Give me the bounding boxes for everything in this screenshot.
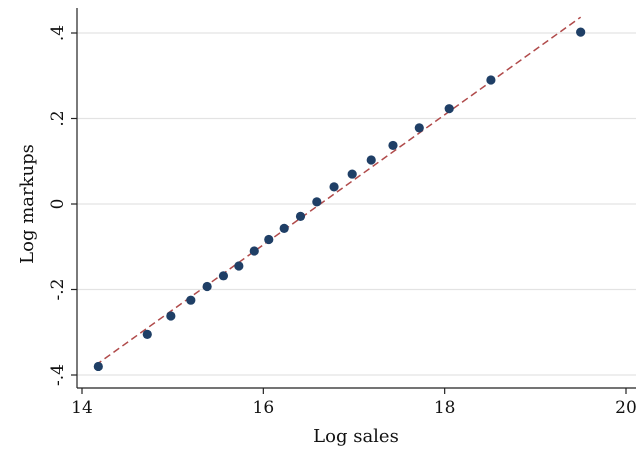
data-point: [388, 140, 398, 151]
data-point: [347, 169, 357, 179]
x-tick-label: 16: [253, 398, 275, 418]
data-point: [444, 104, 454, 114]
data-point: [234, 261, 244, 271]
x-tick-label: 20: [615, 398, 636, 418]
data-point: [329, 182, 339, 192]
data-point: [218, 271, 229, 281]
x-tick-label: 14: [71, 398, 93, 418]
y-tick-label: .2: [48, 110, 68, 126]
data-point: [202, 281, 212, 292]
y-tick-label: .4: [48, 25, 68, 41]
y-axis-title: Log markups: [17, 144, 38, 264]
axes: [76, 8, 636, 389]
x-tick-label: 18: [434, 398, 456, 418]
fit-line-group: [95, 16, 582, 366]
data-point: [93, 361, 103, 372]
x-axis-title: Log sales: [313, 426, 399, 447]
data-point: [576, 27, 586, 37]
data-point: [279, 223, 289, 233]
data-point: [186, 295, 196, 305]
fit-line: [95, 16, 582, 366]
data-point: [264, 234, 274, 245]
y-tick-label: 0: [48, 199, 68, 210]
data-point: [142, 329, 152, 339]
tick-marks: -.4 -.2 0 .2 .4 14 16 18 20: [48, 25, 636, 418]
y-tick-label: -.4: [48, 364, 68, 386]
data-point: [312, 197, 322, 207]
data-point: [366, 155, 376, 165]
data-point: [249, 246, 259, 256]
data-point: [295, 211, 306, 221]
data-point: [414, 123, 424, 133]
data-points: [93, 27, 586, 372]
data-point: [486, 75, 496, 85]
gridlines: [77, 32, 636, 376]
y-tick-label: -.2: [48, 279, 68, 301]
data-point: [166, 311, 176, 321]
